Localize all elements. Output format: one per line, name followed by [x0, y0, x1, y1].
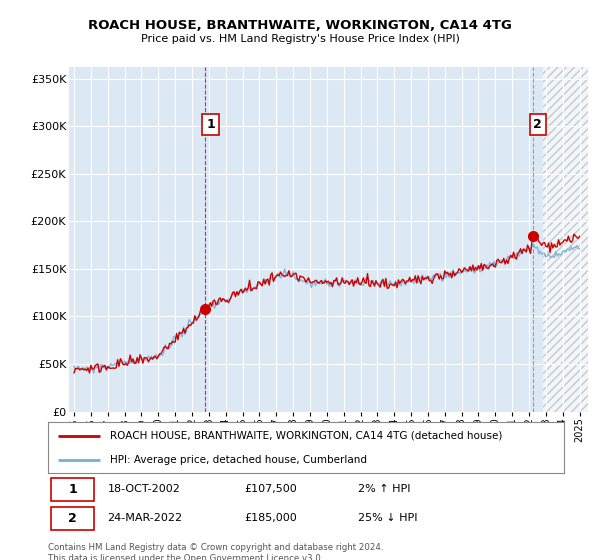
Text: Price paid vs. HM Land Registry's House Price Index (HPI): Price paid vs. HM Land Registry's House …	[140, 34, 460, 44]
Text: 2: 2	[533, 118, 542, 131]
Text: 24-MAR-2022: 24-MAR-2022	[107, 513, 182, 523]
Text: 1: 1	[68, 483, 77, 496]
Text: ROACH HOUSE, BRANTHWAITE, WORKINGTON, CA14 4TG (detached house): ROACH HOUSE, BRANTHWAITE, WORKINGTON, CA…	[110, 431, 502, 441]
Text: £185,000: £185,000	[244, 513, 297, 523]
Text: 2% ↑ HPI: 2% ↑ HPI	[358, 484, 410, 494]
Text: 1: 1	[206, 118, 215, 131]
Text: ROACH HOUSE, BRANTHWAITE, WORKINGTON, CA14 4TG: ROACH HOUSE, BRANTHWAITE, WORKINGTON, CA…	[88, 18, 512, 32]
Text: 25% ↓ HPI: 25% ↓ HPI	[358, 513, 417, 523]
Bar	[542, 67, 600, 412]
Text: £107,500: £107,500	[244, 484, 297, 494]
Text: Contains HM Land Registry data © Crown copyright and database right 2024.
This d: Contains HM Land Registry data © Crown c…	[48, 543, 383, 560]
Bar	[542, 67, 600, 412]
Text: HPI: Average price, detached house, Cumberland: HPI: Average price, detached house, Cumb…	[110, 455, 367, 465]
Text: 18-OCT-2002: 18-OCT-2002	[107, 484, 180, 494]
Text: 2: 2	[68, 512, 77, 525]
FancyBboxPatch shape	[50, 507, 94, 530]
FancyBboxPatch shape	[50, 478, 94, 501]
Bar	[542, 67, 600, 412]
